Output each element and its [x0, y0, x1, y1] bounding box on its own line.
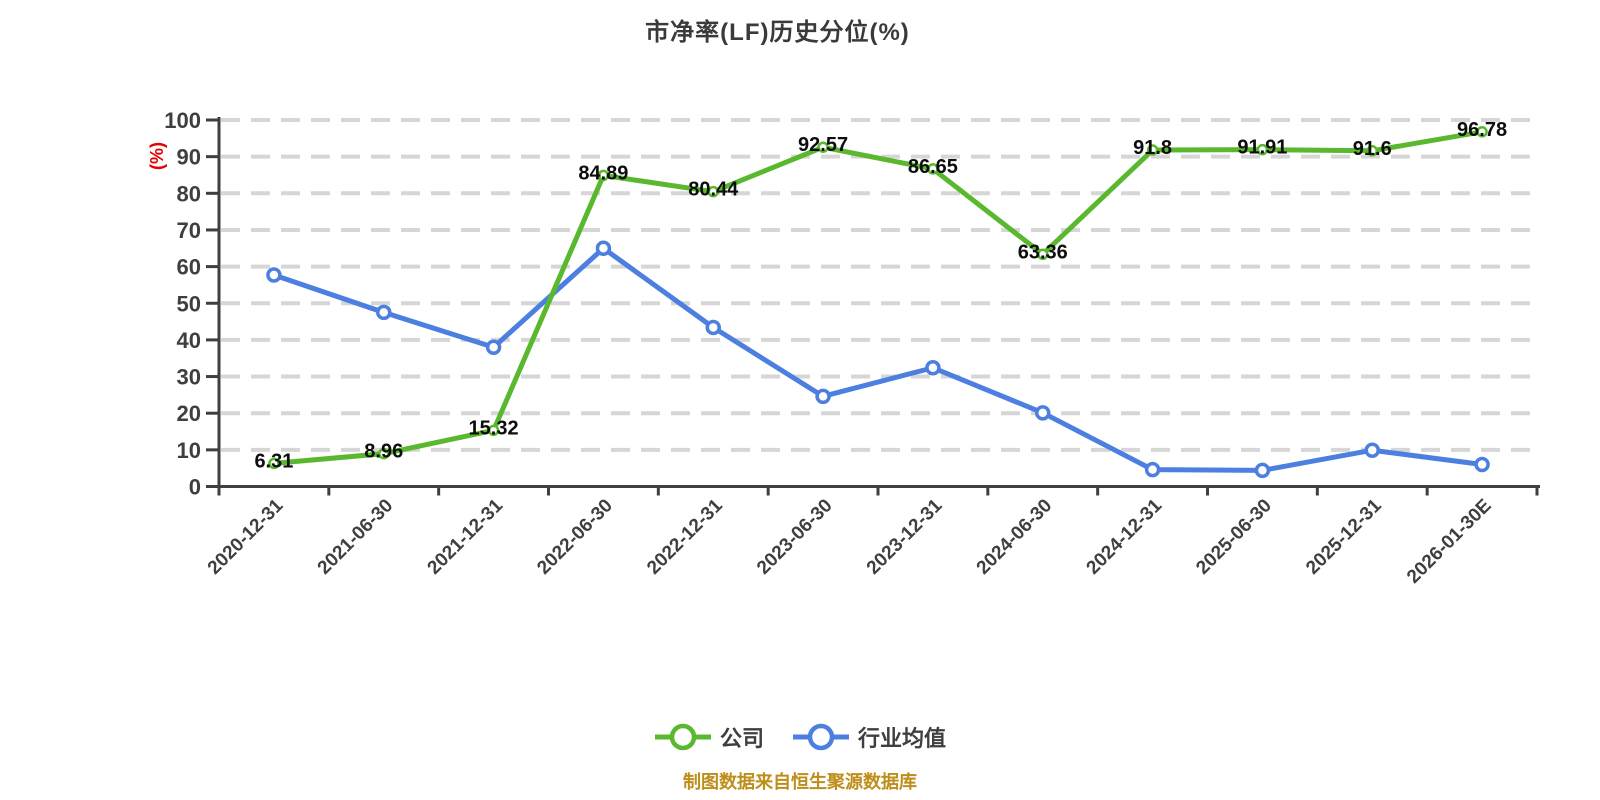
value-label: 8.96	[364, 441, 403, 463]
value-label: 80.44	[688, 179, 739, 201]
data-point[interactable]	[1474, 456, 1490, 473]
value-label: 63.36	[1018, 241, 1068, 263]
y-axis-tick-label: 90	[177, 145, 201, 170]
data-point[interactable]	[705, 319, 721, 336]
y-axis-tick-label: 100	[164, 108, 201, 133]
y-axis-tick-label: 10	[177, 438, 201, 463]
x-axis-label: 2023-12-31	[863, 495, 947, 579]
data-point[interactable]	[378, 447, 390, 460]
x-axis-label: 2024-12-31	[1083, 495, 1167, 579]
y-axis-tick-label: 30	[177, 365, 201, 390]
plot-area: 0 10 20 30 40 50 60 70 80 90 100 2020-12-31 2021-06-…	[164, 108, 1540, 588]
y-axis-tick-label: 40	[177, 328, 201, 353]
data-point[interactable]	[925, 360, 941, 376]
y-axis-tick-label: 0	[189, 475, 201, 500]
x-axis-label: 2025-12-31	[1302, 495, 1386, 579]
legend-label: 公司	[719, 726, 764, 751]
value-label: 91.6	[1353, 138, 1392, 160]
value-label: 15.32	[469, 417, 519, 439]
data-point[interactable]	[376, 304, 392, 321]
x-axis-label: 2026-01-30E	[1403, 495, 1496, 588]
value-label: 91.8	[1133, 137, 1172, 159]
value-label: 91.91	[1237, 137, 1287, 159]
y-axis-tick-label: 50	[177, 291, 201, 316]
data-point[interactable]	[1476, 126, 1488, 138]
legend-label: 行业均值	[858, 726, 947, 751]
data-point[interactable]	[485, 339, 502, 355]
data-point[interactable]	[1146, 144, 1159, 156]
data-point[interactable]	[1254, 462, 1271, 479]
data-point[interactable]	[1144, 461, 1161, 478]
data-point[interactable]	[595, 240, 612, 257]
data-point[interactable]	[1256, 143, 1269, 156]
x-axis-label: 2023-06-30	[753, 495, 837, 579]
data-point[interactable]	[268, 457, 280, 470]
data-point[interactable]	[1037, 248, 1049, 261]
x-axis-label: 2022-12-31	[643, 495, 727, 579]
x-axis-label: 2021-06-30	[314, 495, 398, 579]
y-axis-tick-label: 80	[177, 181, 201, 206]
x-axis-label: 2021-12-31	[424, 495, 508, 579]
data-point[interactable]	[817, 141, 829, 153]
data-point[interactable]	[1035, 405, 1051, 421]
data-point[interactable]	[815, 388, 831, 405]
data-point[interactable]	[707, 185, 719, 198]
series-line-行业均值	[271, 245, 1485, 473]
x-axis-label: 2020-12-31	[204, 495, 288, 579]
data-point[interactable]	[266, 267, 282, 283]
legend: 公司 行业均值	[0, 712, 1600, 762]
data-point[interactable]	[1366, 145, 1378, 157]
value-label: 86.65	[908, 156, 958, 178]
value-label: 6.31	[254, 450, 293, 472]
series-line-公司	[271, 129, 1485, 466]
x-axis-label: 2025-06-30	[1192, 495, 1276, 579]
value-label: 96.78	[1457, 119, 1507, 141]
data-point[interactable]	[1364, 442, 1380, 458]
data-point[interactable]	[597, 169, 610, 182]
legend-item-1[interactable]: 行业均值	[792, 721, 946, 753]
legend-marker-icon	[793, 723, 849, 751]
chart-title: 市净率(LF)历史分位(%)	[645, 19, 910, 46]
x-axis-label: 2022-06-30	[533, 495, 617, 579]
legend-item-0[interactable]: 公司	[654, 721, 764, 753]
y-axis-tick-label: 20	[177, 401, 201, 426]
data-point[interactable]	[927, 163, 939, 175]
y-axis-tick-label: 60	[177, 255, 201, 280]
legend-marker-icon	[654, 723, 711, 751]
value-label: 84.89	[578, 162, 628, 184]
data-point[interactable]	[487, 424, 500, 437]
data-source-note: 制图数据来自恒生聚源数据库	[683, 772, 917, 792]
x-axis-label: 2024-06-30	[973, 495, 1057, 579]
value-label: 92.57	[798, 134, 848, 156]
y-axis-tick-label: 70	[177, 218, 201, 243]
